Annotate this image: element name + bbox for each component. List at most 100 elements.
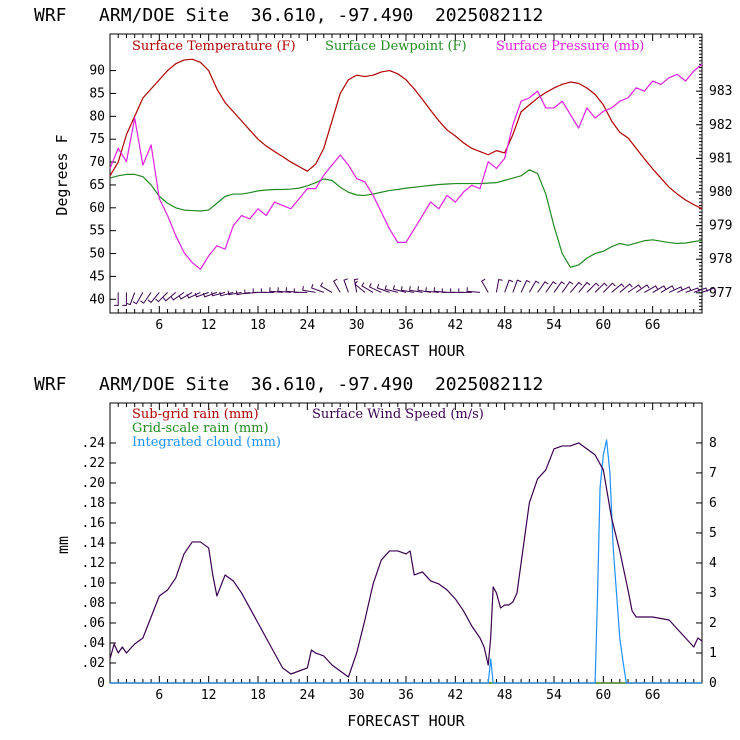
y-tick-label: .08 (82, 596, 105, 611)
wind-barb (320, 282, 333, 293)
wind-barb (361, 282, 374, 293)
wind-barb (400, 286, 415, 293)
series-line-surface-pressure (109, 63, 703, 270)
x-tick-label: 24 (300, 688, 316, 703)
wind-barb (481, 278, 489, 293)
y-tick-label: .02 (82, 656, 105, 671)
wind-barb (293, 288, 308, 293)
wind-barb (611, 283, 625, 293)
plot-frame (109, 33, 703, 314)
wind-barb (619, 283, 633, 293)
y2-tick-label: 978 (709, 252, 732, 267)
y2-tick-label: 979 (709, 219, 732, 234)
y-tick-label: 85 (89, 86, 105, 101)
wind-barb (368, 283, 382, 293)
wind-barb (285, 287, 300, 293)
wind-barb (602, 282, 616, 293)
wind-barb (520, 279, 531, 293)
top-x-axis-label: FORECAST HOUR (347, 342, 465, 360)
y-tick-label: 75 (89, 132, 105, 147)
wind-barb (126, 292, 136, 306)
wind-barb (252, 288, 267, 293)
wind-barb (701, 287, 717, 293)
legend-dewpoint: Surface Dewpoint (F) (325, 39, 467, 54)
y2-tick-label: 0 (709, 676, 717, 691)
legend-wind-speed: Surface Wind Speed (m/s) (312, 407, 484, 422)
x-tick-label: 18 (250, 318, 266, 333)
wind-barb (354, 280, 366, 293)
x-tick-label: 60 (596, 688, 612, 703)
y-tick-label: 55 (89, 224, 105, 239)
x-tick-label: 12 (201, 318, 217, 333)
x-tick-label: 54 (546, 688, 562, 703)
x-tick-label: 18 (250, 688, 266, 703)
y-tick-label: 65 (89, 178, 105, 193)
bottom-chart-plot: 6 12 18 24 30 36 42 48 54 60 660.02.04.06.08.10.12… (82, 402, 717, 703)
wind-barb (122, 292, 127, 306)
y2-tick-label: 8 (709, 436, 717, 451)
wind-barb (310, 284, 324, 293)
x-tick-label: 48 (497, 318, 513, 333)
wind-barb (537, 281, 549, 293)
x-tick-label: 12 (201, 688, 217, 703)
wind-barb (458, 288, 472, 293)
y-tick-label: .20 (82, 476, 105, 491)
wind-barb (227, 290, 242, 296)
wind-barb (302, 286, 316, 293)
top-y-axis-label: Degrees F (53, 134, 71, 215)
y2-tick-label: 980 (709, 185, 732, 200)
y2-tick-label: 4 (709, 556, 717, 571)
y2-tick-label: 1 (709, 646, 717, 661)
y-tick-label: 50 (89, 247, 105, 262)
top-chart-title: WRF ARM/DOE Site 36.610, -97.490 2025082… (34, 5, 543, 26)
x-tick-label: 6 (155, 688, 163, 703)
y2-tick-label: 981 (709, 151, 732, 166)
y-tick-label: .18 (82, 496, 105, 511)
x-tick-label: 30 (349, 688, 365, 703)
y2-tick-label: 3 (709, 586, 717, 601)
x-tick-label: 66 (645, 688, 661, 703)
wind-barb (677, 286, 692, 293)
y-tick-label: .04 (82, 636, 106, 651)
wind-barb (244, 289, 259, 295)
wind-barb (433, 287, 448, 293)
wind-barb (660, 285, 675, 293)
y-tick-label: 70 (89, 155, 105, 170)
wind-barb (114, 292, 119, 306)
y-tick-label: 0 (97, 676, 105, 691)
top-chart-plot: 6 12 18 24 30 36 42 48 54 60 66 40 45 50 55 60 65 70 75 80 8… (89, 33, 732, 333)
wind-barb (528, 280, 540, 293)
wind-barb (495, 279, 503, 293)
wind-barb (586, 282, 600, 293)
bottom-y-axis-label: mm (54, 536, 72, 554)
y2-tick-label: 6 (709, 496, 717, 511)
legend-pressure: Surface Pressure (mb) (496, 39, 644, 54)
wind-barb (132, 292, 144, 305)
x-tick-label: 54 (546, 318, 562, 333)
wind-barb (353, 278, 359, 293)
y-tick-label: .22 (82, 456, 105, 471)
wind-barb (409, 286, 423, 293)
wind-barb (343, 278, 349, 293)
wind-barb (333, 278, 341, 293)
y-tick-label: 45 (89, 269, 105, 284)
wind-barb (578, 281, 591, 293)
wind-barb (170, 291, 185, 301)
legend-gridscale-rain: Grid-scale rain (mm) (132, 421, 269, 436)
wind-barb (553, 281, 565, 293)
wind-barb (570, 281, 583, 293)
y-tick-label: 40 (89, 292, 105, 307)
x-tick-label: 24 (300, 318, 316, 333)
wind-barb (219, 291, 234, 297)
wind-barb (635, 284, 650, 293)
y2-tick-label: 983 (709, 84, 732, 99)
y-tick-label: 90 (89, 64, 105, 79)
wind-barb (450, 288, 464, 293)
wind-barb (202, 291, 218, 298)
wind-barb (277, 287, 291, 293)
x-tick-label: 48 (497, 688, 513, 703)
y2-tick-label: 2 (709, 616, 717, 631)
wind-barb (627, 284, 642, 293)
wind-barb (384, 285, 398, 293)
y2-tick-label: 5 (709, 526, 717, 541)
